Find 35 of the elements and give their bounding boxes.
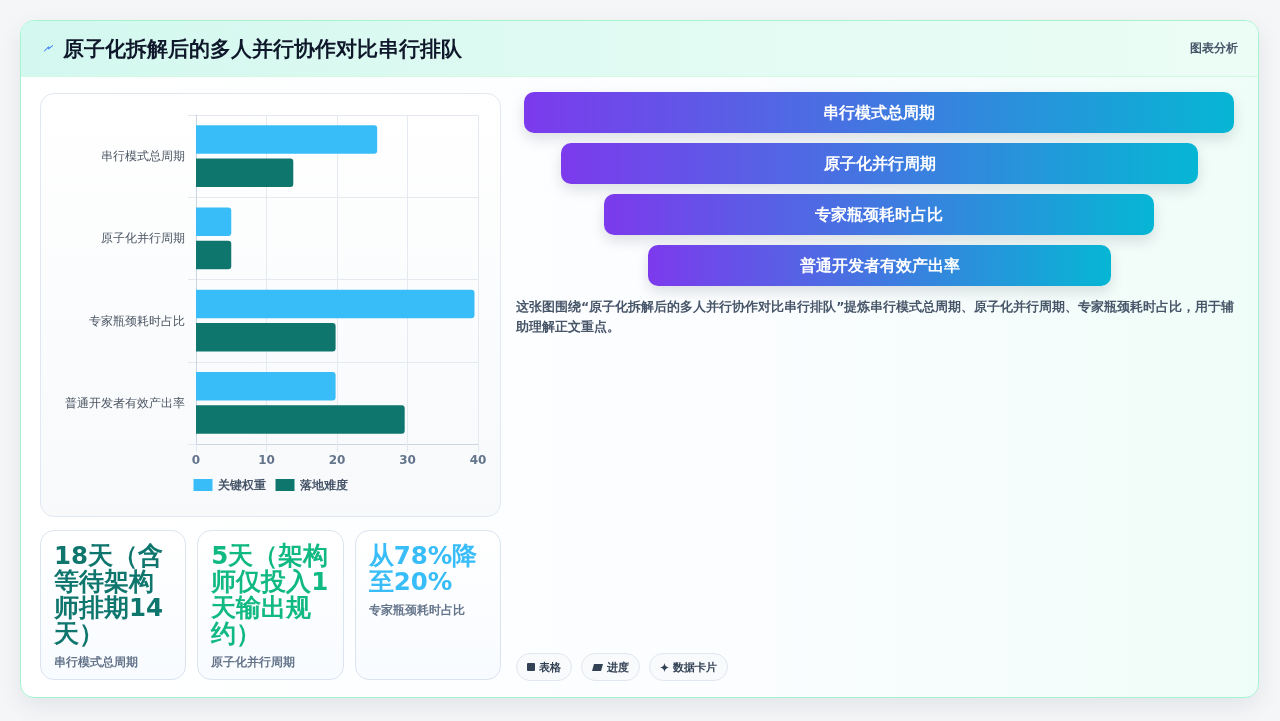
- category-label: 普通开发者有效产出率: [648, 245, 1111, 286]
- text: 表格: [539, 659, 561, 675]
- bar: [196, 125, 378, 154]
- text: 数据卡片: [673, 659, 717, 675]
- y-tick-label: 普通开发者有效产出率: [65, 395, 185, 410]
- bar: [196, 405, 405, 434]
- text: 18天（含等待架构师排期14天）: [54, 541, 165, 648]
- x-tick-label: 10: [258, 453, 275, 467]
- x-tick-label: 40: [469, 453, 487, 467]
- text: 串行模式总周期: [54, 654, 139, 670]
- text: 5天（架构师仅投入1天输出规约）: [211, 541, 330, 648]
- category-label: 串行模式总周期: [524, 92, 1234, 133]
- category-label: 原子化并行周期: [561, 143, 1198, 184]
- bar: [196, 158, 294, 187]
- legend-label: 关键权重: [216, 478, 266, 492]
- text: 图表分析: [1190, 40, 1238, 56]
- x-tick-label: 30: [399, 453, 416, 467]
- legend-label: 落地难度: [298, 478, 348, 492]
- text: 原子化并行周期: [211, 654, 297, 670]
- bar: [196, 289, 475, 319]
- x-tick-label: 20: [328, 453, 346, 467]
- x-tick-label: 0: [191, 453, 201, 467]
- text: 进度: [607, 659, 629, 675]
- text: 专家瓶颈耗时占比: [368, 602, 466, 618]
- y-tick-label: 专家瓶颈耗时占比: [89, 313, 185, 328]
- text: 这张图围绕“原子化拆解后的多人并行协作对比串行排队”提炼串行模式总周期、原子化并行周期、专家瓶颈耗时占比，用于辅助理解正文重点。: [516, 298, 1236, 336]
- text: 从78%降至20%: [368, 541, 479, 596]
- bar: [196, 372, 336, 401]
- y-tick-label: 串行模式总周期: [101, 149, 185, 164]
- bar: [196, 240, 232, 270]
- bar: [196, 207, 232, 237]
- bar: [196, 322, 336, 352]
- chart-title: 原子化拆解后的多人并行协作对比串行排队: [63, 36, 462, 62]
- y-tick-label: 原子化并行周期: [101, 231, 185, 246]
- category-label: 专家瓶颈耗时占比: [604, 194, 1154, 235]
